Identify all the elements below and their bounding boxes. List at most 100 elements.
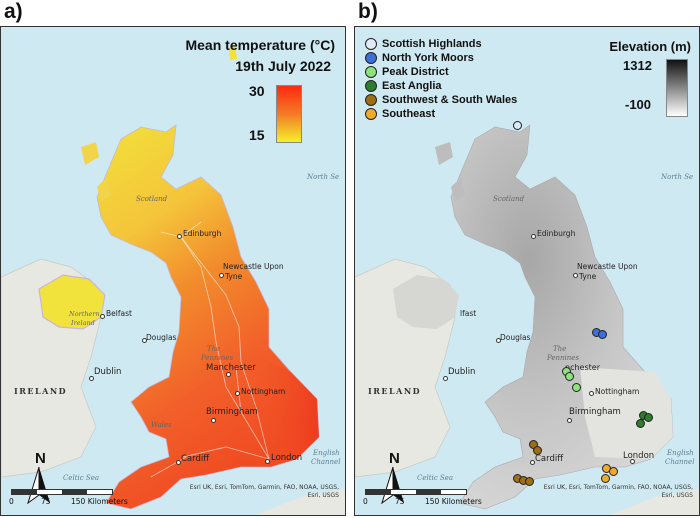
legend-swatch — [365, 108, 377, 120]
london-marker — [265, 459, 270, 464]
temperature-map[interactable]: Mean temperature (°C) 19th July 2022 30 … — [0, 26, 346, 516]
pennines-label-2: Pennines — [547, 354, 580, 362]
temperature-title: Mean temperature (°C) — [185, 37, 335, 53]
scotland-label: Scotland — [136, 195, 168, 203]
site-north-york-moors[interactable] — [598, 330, 607, 339]
temperature-date: 19th July 2022 — [235, 58, 331, 74]
elevation-max-label: 1312 — [623, 58, 652, 73]
northern-ireland-label-2: Ireland — [71, 319, 95, 327]
svg-text:N: N — [389, 450, 400, 467]
north-sea-label: North Se — [661, 173, 694, 181]
legend-label: Scottish Highlands — [382, 38, 482, 50]
douglas-label: Douglas — [500, 333, 531, 342]
douglas-marker — [142, 338, 147, 343]
newcastle-marker — [219, 273, 224, 278]
temperature-colorbar — [276, 85, 302, 143]
legend-label: East Anglia — [382, 80, 442, 92]
site-east-anglia[interactable] — [644, 413, 653, 422]
nottingham-marker — [589, 391, 594, 396]
edinburgh-label: Edinburgh — [183, 229, 222, 238]
belfast-marker — [100, 314, 105, 319]
northern-ireland-label-1: Northern — [69, 310, 100, 318]
english-channel-label-1: English — [667, 449, 694, 457]
legend-label: Southwest & South Wales — [382, 94, 518, 106]
ireland-label: IRELAND — [14, 386, 68, 396]
legend-east-anglia: East Anglia — [365, 80, 442, 92]
site-peak-district[interactable] — [565, 372, 574, 381]
legend-swatch — [365, 66, 377, 78]
legend-swatch — [365, 38, 377, 50]
legend-peak-district: Peak District — [365, 66, 449, 78]
dublin-label: Dublin — [448, 367, 476, 377]
douglas-label: Douglas — [146, 333, 177, 342]
birmingham-label: Birmingham — [569, 407, 621, 417]
site-southwest-south-wales[interactable] — [533, 446, 542, 455]
manchester-label: nchester — [565, 363, 600, 372]
english-channel-label-1: English — [313, 449, 340, 457]
dublin-marker — [443, 376, 448, 381]
birmingham-marker — [211, 418, 216, 423]
panel-b-label: b) — [358, 0, 378, 23]
newcastle-label-2: Tyne — [579, 272, 597, 281]
legend-label: North York Moors — [382, 52, 474, 64]
elevation-title: Elevation (m) — [609, 39, 691, 54]
scale-label-150: 150 Kilometers — [71, 497, 128, 506]
legend-label: Peak District — [382, 66, 449, 78]
cardiff-label: Cardiff — [535, 454, 564, 464]
london-marker — [630, 459, 635, 464]
pennines-label-1: The — [553, 345, 567, 353]
scale-label-150: 150 Kilometers — [425, 497, 482, 506]
wales-label: Wales — [151, 421, 172, 429]
cardiff-marker — [176, 460, 181, 465]
dublin-label: Dublin — [94, 367, 122, 377]
legend-label: Southeast — [382, 108, 436, 120]
legend-southwest-south-wales: Southwest & South Wales — [365, 94, 517, 106]
elevation-colorbar — [666, 59, 688, 117]
nottingham-label: Nottingham — [241, 387, 286, 396]
celtic-sea-label: Celtic Sea — [417, 474, 454, 482]
attribution-text-2: Esri, USGS — [661, 492, 693, 499]
london-label: London — [271, 453, 303, 463]
english-channel-label-2: Channel — [311, 458, 341, 466]
north-sea-label: North Se — [307, 173, 340, 181]
cardiff-marker — [530, 460, 535, 465]
legend-north-york-moors: North York Moors — [365, 52, 474, 64]
elevation-map[interactable]: Scottish Highlands North York Moors Peak… — [354, 26, 700, 516]
belfast-label: lfast — [460, 309, 477, 318]
edinburgh-label: Edinburgh — [537, 229, 576, 238]
birmingham-marker — [567, 418, 572, 423]
scotland-label: Scotland — [493, 195, 525, 203]
pennines-label-2: Pennines — [201, 354, 234, 362]
cardiff-label: Cardiff — [181, 454, 210, 464]
panel-a-label: a) — [4, 0, 23, 23]
london-label: London — [623, 451, 655, 461]
elevation-map-graphic — [355, 124, 699, 515]
scale-bar: 0 75 150 Kilometers — [355, 487, 482, 509]
scale-label-0: 0 — [363, 497, 368, 506]
elevation-min-label: -100 — [625, 97, 652, 112]
legend-southeast: Southeast — [365, 108, 435, 120]
celtic-sea-label: Celtic Sea — [63, 474, 100, 482]
site-east-anglia[interactable] — [636, 419, 645, 428]
site-southwest-south-wales[interactable] — [525, 477, 534, 486]
site-scottish-highlands[interactable] — [513, 121, 522, 130]
legend-swatch — [365, 94, 377, 106]
edinburgh-marker — [177, 234, 182, 239]
newcastle-label: Newcastle Upon — [577, 262, 638, 271]
colorbar-max-label: 30 — [249, 83, 265, 99]
svg-text:N: N — [35, 450, 46, 467]
manchester-label: Manchester — [206, 363, 256, 373]
dublin-marker — [89, 376, 94, 381]
site-peak-district[interactable] — [572, 383, 581, 392]
pennines-label-1: The — [207, 345, 221, 353]
scale-label-0: 0 — [9, 497, 14, 506]
newcastle-marker — [573, 273, 578, 278]
manchester-marker — [226, 372, 231, 377]
temperature-map-graphic — [1, 45, 345, 515]
nottingham-marker — [235, 391, 240, 396]
birmingham-label: Birmingham — [206, 407, 258, 417]
site-southeast[interactable] — [601, 474, 610, 483]
edinburgh-marker — [531, 234, 536, 239]
site-southeast[interactable] — [609, 467, 618, 476]
colorbar-min-label: 15 — [249, 127, 265, 143]
